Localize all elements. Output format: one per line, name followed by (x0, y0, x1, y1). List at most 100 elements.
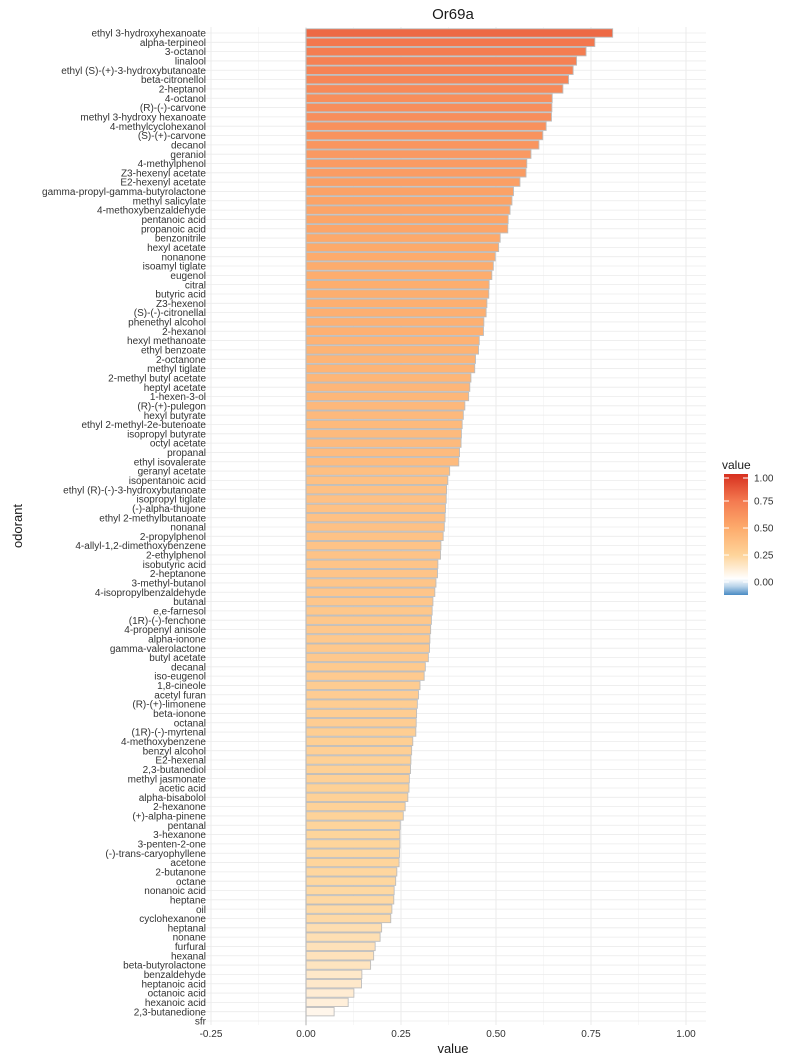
bar (305, 652, 429, 663)
y-tick-label: 2,3-butanedione (134, 1007, 207, 1018)
bar (305, 774, 410, 784)
y-tick-label: beta-butyrolactone (123, 961, 206, 972)
y-tick-label: 3-penten-2-one (138, 840, 207, 851)
bar (305, 680, 421, 691)
y-tick-label: isobutyric acid (143, 560, 206, 571)
y-tick-label: butyric acid (155, 290, 206, 301)
legend-tick-label: 0.50 (754, 524, 774, 535)
y-tick-label: 2-methyl butyl acetate (108, 373, 206, 384)
y-tick-label: 3-methyl-butanol (132, 579, 206, 590)
legend-tick-label: 0.75 (754, 497, 774, 508)
bar (305, 335, 480, 346)
y-tick-label: ethyl (R)-(-)-3-hydroxybutanoate (63, 485, 206, 496)
x-tick-label: -0.25 (200, 1029, 223, 1040)
bar (305, 130, 544, 141)
y-tick-label: heptanal (168, 923, 206, 934)
y-tick-label: benzyl alcohol (143, 746, 206, 757)
y-tick-label: (R)-(-)-carvone (140, 103, 207, 114)
bar (305, 895, 395, 905)
bar (305, 951, 375, 961)
bar (305, 93, 553, 103)
y-tick-label: acetic acid (159, 784, 206, 795)
bar (305, 354, 476, 364)
y-tick-label: benzonitrile (155, 234, 207, 245)
bar (305, 727, 417, 737)
y-tick-label: heptane (170, 895, 207, 906)
y-tick-label: 3-octanol (165, 47, 206, 58)
bar (305, 438, 462, 448)
y-tick-label: ethyl 3-hydroxyhexanoate (91, 29, 206, 40)
y-tick-label: 2-hexanone (153, 802, 206, 813)
x-tick-label: 0.25 (391, 1029, 411, 1040)
y-tick-label: heptyl acetate (144, 383, 207, 394)
y-tick-label: E2-hexenyl acetate (120, 178, 206, 189)
bar (305, 531, 444, 541)
y-tick-label: 1,8-cineole (157, 681, 206, 692)
bar (305, 363, 476, 374)
bars (305, 28, 614, 1026)
bar (305, 820, 401, 830)
y-tick-label: octanal (174, 718, 206, 729)
bar (305, 65, 574, 75)
y-tick-label: (R)-(+)-limonene (132, 700, 206, 711)
y-tick-label: 2,3-butanediol (143, 765, 206, 776)
bar (305, 168, 527, 178)
bar (305, 988, 355, 998)
bar (305, 662, 426, 672)
bar (305, 270, 493, 280)
bar (305, 233, 501, 243)
y-tick-label: 1-hexen-3-ol (150, 392, 206, 403)
y-tick-label: pentanoic acid (142, 215, 207, 226)
bar (305, 792, 409, 802)
bar (305, 755, 412, 765)
y-tick-label: phenethyl alcohol (128, 318, 206, 329)
bar (305, 904, 393, 914)
bar (305, 736, 414, 747)
y-tick-label: isopropyl tiglate (137, 495, 207, 506)
bar (305, 205, 511, 215)
bar (305, 671, 425, 681)
y-tick-label: propanal (167, 448, 206, 459)
bar (305, 559, 439, 569)
bar (305, 326, 484, 336)
bar (305, 102, 553, 113)
bar (305, 811, 404, 821)
bar (305, 568, 438, 579)
y-tick-label: decanal (171, 662, 206, 673)
bar (305, 298, 488, 308)
y-tick-label: methyl salicylate (133, 196, 207, 207)
bar (305, 317, 485, 327)
y-tick-label: hexanal (171, 951, 206, 962)
y-tick-label: (-)-alpha-thujone (132, 504, 206, 515)
bar (305, 382, 471, 392)
y-tick-label: Z3-hexenyl acetate (121, 168, 206, 179)
bar (305, 718, 417, 728)
bar (305, 401, 466, 411)
y-tick-label: linalool (175, 57, 206, 68)
bar (305, 466, 451, 476)
bar (305, 923, 383, 933)
bar (305, 932, 381, 942)
bar (305, 513, 446, 523)
chart-title: Or69a (432, 6, 474, 23)
bar (305, 28, 614, 38)
legend-title: value (722, 458, 751, 472)
bar (305, 485, 448, 495)
bar (305, 503, 446, 514)
bar (305, 186, 514, 197)
y-tick-label: e,e-farnesol (153, 606, 206, 617)
bar (305, 550, 441, 560)
y-tick-label: butyl acetate (149, 653, 206, 664)
y-tick-label: (S)-(-)-citronellal (134, 308, 206, 319)
y-tick-label: heptanoic acid (142, 979, 207, 990)
bar (305, 699, 418, 709)
y-tick-label: ethyl 2-methylbutanoate (99, 513, 206, 524)
y-tick-label: 4-propenyl anisole (124, 625, 206, 636)
bar (305, 708, 418, 719)
y-tick-label: geranyl acetate (138, 467, 207, 478)
bar (305, 112, 552, 122)
y-tick-label: octyl acetate (150, 439, 207, 450)
bar (305, 876, 397, 886)
y-tick-label: cyclohexanone (139, 914, 206, 925)
